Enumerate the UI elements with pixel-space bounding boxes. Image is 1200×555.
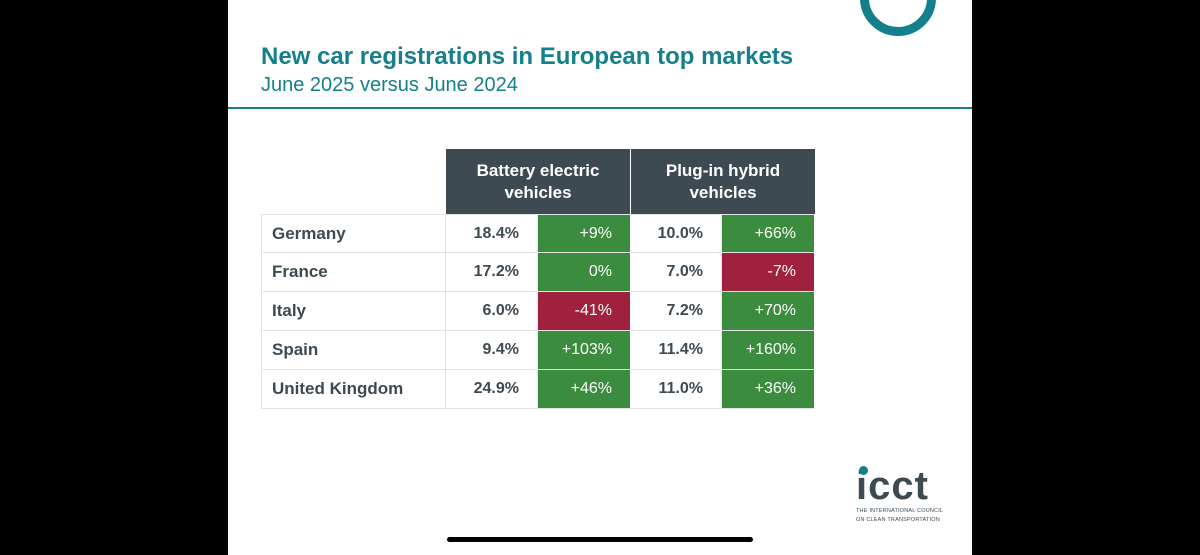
phev-change-cell: +36% xyxy=(722,370,814,408)
phev-change-cell: +70% xyxy=(722,292,814,330)
country-cell: Spain xyxy=(261,331,446,369)
phev-share-cell: 11.0% xyxy=(630,370,722,408)
phev-share-cell: 11.4% xyxy=(630,331,722,369)
country-cell: France xyxy=(261,253,446,291)
phev-share-cell: 7.0% xyxy=(630,253,722,291)
country-cell: United Kingdom xyxy=(261,370,446,408)
bev-change-cell: 0% xyxy=(538,253,630,291)
slide: New car registrations in European top ma… xyxy=(228,0,972,555)
bev-share-cell: 18.4% xyxy=(446,215,538,252)
logo-word: icct xyxy=(856,464,929,508)
bev-change-cell: +46% xyxy=(538,370,630,408)
data-table: Battery electric vehicles Plug-in hybrid… xyxy=(261,149,815,409)
home-indicator[interactable] xyxy=(447,537,753,542)
table-row: Germany 18.4% +9% 10.0% +66% xyxy=(261,214,815,253)
table-row: United Kingdom 24.9% +46% 11.0% +36% xyxy=(261,370,815,409)
logo-tagline-1: THE INTERNATIONAL COUNCIL xyxy=(856,508,944,514)
bev-change-cell: +103% xyxy=(538,331,630,369)
country-cell: Italy xyxy=(261,292,446,330)
header-blank xyxy=(261,149,446,214)
divider xyxy=(228,107,972,109)
header-phev: Plug-in hybrid vehicles xyxy=(631,149,815,214)
bev-change-cell: -41% xyxy=(538,292,630,330)
phev-change-cell: -7% xyxy=(722,253,814,291)
icct-logo: icct THE INTERNATIONAL COUNCIL ON CLEAN … xyxy=(856,466,946,524)
logo-dot-icon xyxy=(859,466,868,475)
table-row: Italy 6.0% -41% 7.2% +70% xyxy=(261,292,815,331)
bev-share-cell: 24.9% xyxy=(446,370,538,408)
country-cell: Germany xyxy=(261,215,446,252)
header-bev: Battery electric vehicles xyxy=(446,149,630,214)
ring-logo-icon xyxy=(860,0,936,36)
bev-change-cell: +9% xyxy=(538,215,630,252)
phev-share-cell: 7.2% xyxy=(630,292,722,330)
logo-tagline-2: ON CLEAN TRANSPORTATION xyxy=(856,517,940,523)
phev-change-cell: +66% xyxy=(722,215,814,252)
bev-share-cell: 17.2% xyxy=(446,253,538,291)
phev-share-cell: 10.0% xyxy=(630,215,722,252)
table-header: Battery electric vehicles Plug-in hybrid… xyxy=(261,149,815,214)
table-body: Germany 18.4% +9% 10.0% +66% France 17.2% 0% 7.0… xyxy=(261,214,815,409)
bev-share-cell: 9.4% xyxy=(446,331,538,369)
phev-change-cell: +160% xyxy=(722,331,814,369)
chart-subtitle: June 2025 versus June 2024 xyxy=(261,74,518,96)
table-row: France 17.2% 0% 7.0% -7% xyxy=(261,253,815,292)
chart-title: New car registrations in European top ma… xyxy=(261,43,794,70)
table-row: Spain 9.4% +103% 11.4% +160% xyxy=(261,331,815,370)
bev-share-cell: 6.0% xyxy=(446,292,538,330)
